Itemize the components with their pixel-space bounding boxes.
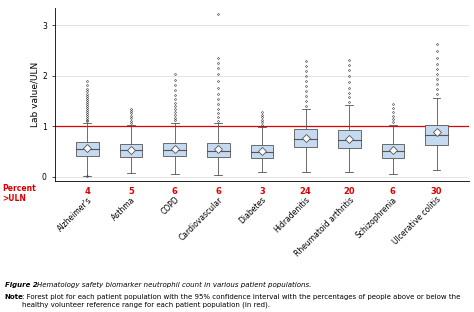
Text: Rheumatoid arthritis: Rheumatoid arthritis [292,195,356,258]
Text: Note: Note [5,294,24,300]
Text: Hematology safety biomarker neutrophil count in various patient populations.: Hematology safety biomarker neutrophil c… [37,282,311,289]
Text: Diabetes: Diabetes [238,195,268,226]
Bar [207,143,229,157]
Text: 6: 6 [215,187,221,196]
Text: 6: 6 [172,187,177,196]
Text: 20: 20 [343,187,355,196]
Text: Ulcerative colitis: Ulcerative colitis [391,195,443,246]
Bar [338,130,361,148]
Bar [294,129,317,147]
Text: 4: 4 [84,187,90,196]
Bar [119,144,142,157]
Text: 30: 30 [431,187,442,196]
Text: Asthma: Asthma [110,195,137,222]
Text: : Forest plot for each patient population with the 95% confidence interval with : : Forest plot for each patient populatio… [22,294,460,308]
Y-axis label: Lab value/ULN: Lab value/ULN [30,62,39,127]
Bar [425,125,448,145]
Text: 6: 6 [390,187,396,196]
Bar [251,145,273,158]
Text: Figure 2: Figure 2 [5,282,40,288]
Bar [76,142,99,156]
Text: Schizophrenia: Schizophrenia [355,195,399,240]
Text: 24: 24 [300,187,311,196]
Text: Percent
>ULN: Percent >ULN [2,184,36,203]
Bar [382,144,404,158]
Text: 3: 3 [259,187,265,196]
Bar [163,143,186,156]
Text: Hidradenitis: Hidradenitis [273,195,312,235]
Text: Cardiovascular: Cardiovascular [178,195,225,242]
Text: COPD: COPD [159,195,181,217]
Text: Alzheimer's: Alzheimer's [55,195,94,233]
Text: 5: 5 [128,187,134,196]
